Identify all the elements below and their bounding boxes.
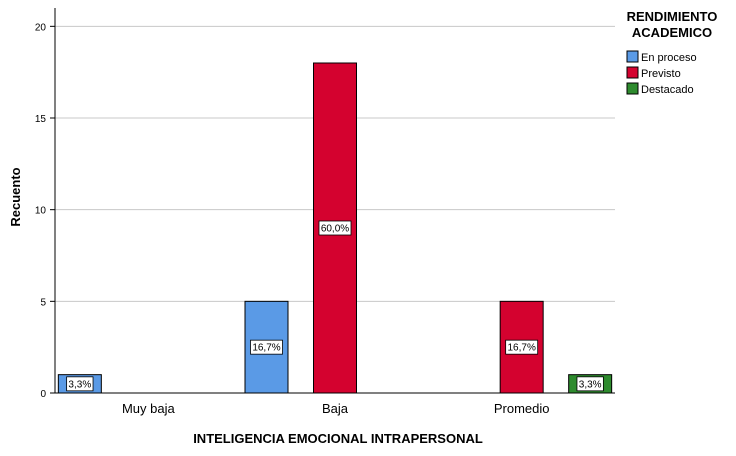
y-tick-label-5: 5	[40, 297, 46, 308]
data-label-text: 3,3%	[579, 379, 602, 390]
data-label-1-2: 16,7%	[505, 339, 539, 355]
y-tick-label-15: 15	[35, 114, 47, 125]
legend-label-0: En proceso	[641, 52, 697, 64]
data-label-box	[318, 220, 352, 236]
data-label-text: 16,7%	[252, 343, 280, 354]
data-label-text: 16,7%	[507, 343, 535, 354]
data-label-box	[576, 376, 604, 392]
legend-swatch-0	[626, 50, 639, 63]
data-label-0-1: 16,7%	[250, 339, 283, 355]
data-label-text: 3,3%	[68, 379, 91, 390]
x-category-label-2: Promedio	[494, 401, 550, 416]
y-tick-label-20: 20	[35, 22, 47, 33]
data-labels: 3,3% 16,7% 60,0% 16,7% 3,3%	[66, 220, 604, 392]
data-label-box	[505, 339, 539, 355]
y-tick-label-0: 0	[40, 389, 46, 400]
axes: 0 5 10 15 20 Muy baja Baja Promedio	[35, 8, 615, 416]
x-category-label-1: Baja	[322, 401, 349, 416]
y-axis-title: Recuento	[8, 167, 23, 226]
x-category-label-0: Muy baja	[122, 401, 176, 416]
data-label-box	[66, 376, 94, 392]
legend: RENDIMIENTO ACADEMICO En proceso Previsto…	[626, 9, 718, 96]
legend-label-2: Destacado	[641, 84, 694, 96]
data-label-0-0: 3,3%	[66, 376, 94, 392]
x-axis-title: INTELIGENCIA EMOCIONAL INTRAPERSONAL	[193, 431, 483, 446]
legend-title-line-2: ACADEMICO	[632, 25, 712, 40]
data-label-1-1: 60,0%	[318, 220, 352, 236]
legend-title-line-1: RENDIMIENTO	[627, 9, 718, 24]
data-label-box	[250, 339, 283, 355]
legend-label-1: Previsto	[641, 68, 681, 80]
data-label-2-2: 3,3%	[576, 376, 604, 392]
legend-swatch-1	[626, 66, 639, 79]
data-label-text: 60,0%	[321, 224, 349, 235]
y-tick-label-10: 10	[35, 206, 47, 217]
legend-swatch-2	[626, 82, 639, 95]
